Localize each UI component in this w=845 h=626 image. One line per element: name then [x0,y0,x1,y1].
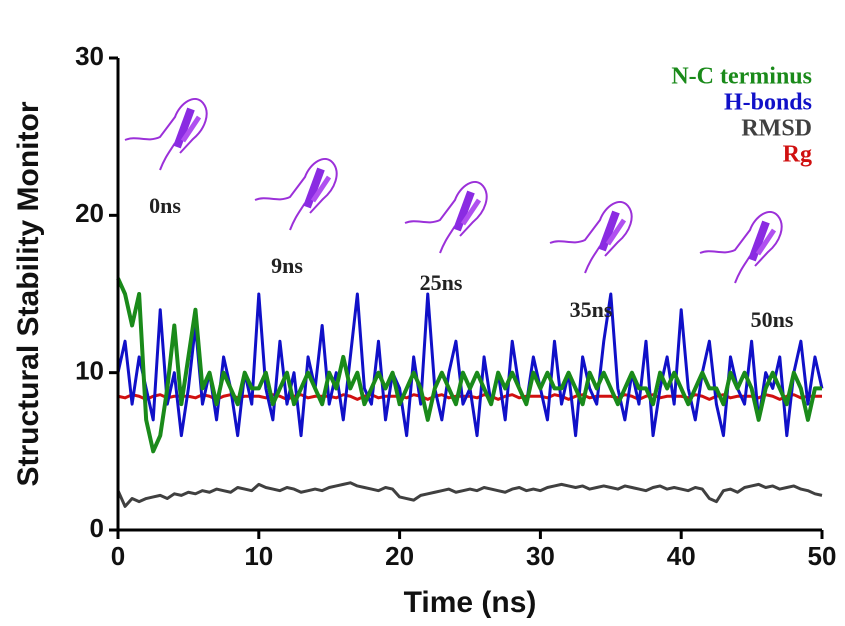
legend-entry: RMSD [741,116,812,142]
y-axis-label: Structural Stability Monitor [12,101,45,486]
x-tick-label: 0 [111,541,125,571]
time-annotation: 50ns [751,307,794,332]
legend-entry: N-C terminus [671,64,812,90]
structure-0ns [125,99,207,170]
y-tick-label: 10 [75,356,104,386]
time-annotation: 35ns [570,297,613,322]
x-tick-label: 30 [526,541,555,571]
structure-9ns [255,159,337,230]
structure-25ns [405,182,487,253]
y-tick-label: 20 [75,198,104,228]
time-annotation: 9ns [271,253,303,278]
series-line [116,277,822,454]
x-axis-label: Time (ns) [404,586,537,619]
x-tick-label: 20 [385,541,414,571]
x-tick-label: 50 [808,541,837,571]
legend-entry: Rg [783,142,812,168]
series-line [116,481,823,508]
y-tick-label: 30 [75,41,104,71]
time-annotation: 25ns [420,270,463,295]
y-tick-label: 0 [90,513,104,543]
time-annotation: 0ns [149,193,181,218]
series-line [116,292,824,438]
x-tick-label: 10 [244,541,273,571]
x-tick-label: 40 [667,541,696,571]
legend-entry: H-bonds [724,90,812,116]
structure-35ns [550,202,632,273]
structure-50ns [700,212,782,283]
